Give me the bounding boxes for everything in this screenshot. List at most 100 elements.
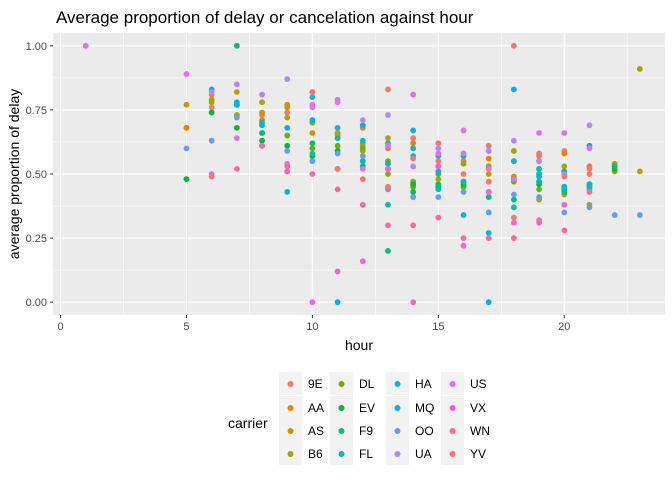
data-point-ua	[586, 122, 593, 129]
legend-label-ha: HA	[415, 377, 432, 391]
data-point-wn	[435, 214, 442, 221]
data-point-us	[536, 130, 542, 136]
legend-marker-b6	[287, 451, 294, 457]
data-point-ha	[561, 183, 568, 190]
legend-label-ev: EV	[359, 401, 375, 415]
data-point-us	[586, 145, 593, 152]
data-point-ev	[233, 124, 240, 131]
legend-label-us: US	[470, 377, 487, 391]
data-point-mq	[510, 86, 517, 93]
data-point-9e	[410, 135, 417, 142]
y-tick-label: 0.00	[26, 297, 47, 309]
data-point-as	[183, 101, 190, 108]
data-point-ha	[309, 94, 316, 100]
data-point-as	[259, 109, 265, 116]
data-point-ha	[586, 183, 593, 190]
data-point-ua	[284, 76, 291, 83]
data-point-b6	[259, 99, 265, 106]
x-tick-label: 20	[558, 321, 570, 333]
data-point-mq	[334, 299, 341, 306]
data-point-9e	[586, 171, 593, 177]
legend-marker-ev	[338, 405, 345, 411]
grid-lines	[53, 33, 665, 315]
data-point-oo	[611, 212, 618, 218]
data-point-b6	[385, 171, 391, 177]
data-point-wn	[233, 165, 240, 172]
data-point-mq	[233, 99, 240, 106]
data-point-ev	[183, 176, 190, 183]
data-point-yv	[208, 173, 215, 180]
data-points	[82, 42, 643, 306]
data-point-oo	[233, 114, 240, 121]
data-point-us	[385, 142, 391, 149]
legend-label-ua: UA	[415, 447, 432, 461]
data-point-f9	[611, 163, 618, 170]
data-point-wn	[385, 222, 391, 229]
data-point-ua	[385, 112, 391, 118]
data-point-ua	[510, 137, 517, 144]
data-point-f9	[385, 248, 391, 254]
data-point-yv	[385, 183, 391, 190]
data-point-yv	[460, 171, 467, 177]
data-point-vx	[385, 165, 391, 172]
legend-label-oo: OO	[415, 424, 434, 438]
data-point-oo	[309, 158, 316, 165]
data-point-f9	[485, 194, 492, 200]
y-tick-label: 0.25	[26, 233, 47, 245]
data-point-f9	[536, 178, 542, 185]
data-point-wn	[410, 222, 417, 229]
y-tick-label: 0.50	[26, 169, 47, 181]
data-point-b6	[208, 99, 215, 106]
data-point-us	[82, 42, 89, 49]
x-tick-label: 0	[57, 321, 63, 333]
data-point-mq	[460, 212, 467, 218]
data-point-oo	[410, 194, 417, 200]
data-point-vx	[359, 258, 366, 265]
legend-marker-yv	[449, 451, 456, 457]
data-point-vx	[309, 299, 316, 306]
data-point-ua	[208, 89, 215, 95]
data-point-mq	[410, 127, 417, 134]
data-point-mq	[435, 168, 442, 175]
legend-marker-as	[287, 428, 294, 434]
x-tick-label: 15	[432, 321, 444, 333]
data-point-f9	[233, 42, 240, 49]
data-point-wn	[586, 189, 593, 195]
data-point-9e	[510, 42, 517, 49]
legend-marker-oo	[394, 428, 401, 434]
data-point-as	[636, 168, 643, 175]
data-point-dl	[359, 145, 366, 152]
data-point-ua	[359, 117, 366, 124]
data-point-as	[233, 89, 240, 95]
data-point-mq	[359, 122, 366, 129]
legend-label-as: AS	[308, 424, 324, 438]
data-point-ha	[359, 137, 366, 144]
data-point-aa	[485, 155, 492, 162]
x-tick-label: 5	[183, 321, 189, 333]
y-axis-label: average proportion of delay	[6, 89, 22, 259]
data-point-vx	[410, 299, 417, 306]
legend-label-yv: YV	[470, 447, 486, 461]
data-point-us	[359, 165, 366, 172]
data-point-9e	[485, 142, 492, 149]
data-point-fl	[460, 178, 467, 185]
data-point-us	[309, 101, 316, 108]
legend-marker-vx	[449, 405, 456, 411]
data-point-f9	[309, 140, 316, 147]
data-point-ua	[485, 148, 492, 154]
data-point-ha	[510, 158, 517, 165]
data-point-vx	[561, 201, 568, 208]
y-tick-label: 1.00	[26, 41, 47, 53]
data-point-fl	[385, 201, 391, 208]
data-point-fl	[536, 165, 542, 172]
legend-title: carrier	[228, 415, 268, 431]
legend-label-vx: VX	[470, 401, 486, 415]
data-point-oo	[208, 137, 215, 144]
data-point-wn	[334, 186, 341, 193]
data-point-wn	[510, 235, 517, 241]
data-point-as	[334, 130, 341, 136]
data-point-us	[233, 135, 240, 142]
y-tick-label: 0.75	[26, 105, 47, 117]
data-point-mq	[536, 173, 542, 180]
data-point-fl	[410, 145, 417, 152]
